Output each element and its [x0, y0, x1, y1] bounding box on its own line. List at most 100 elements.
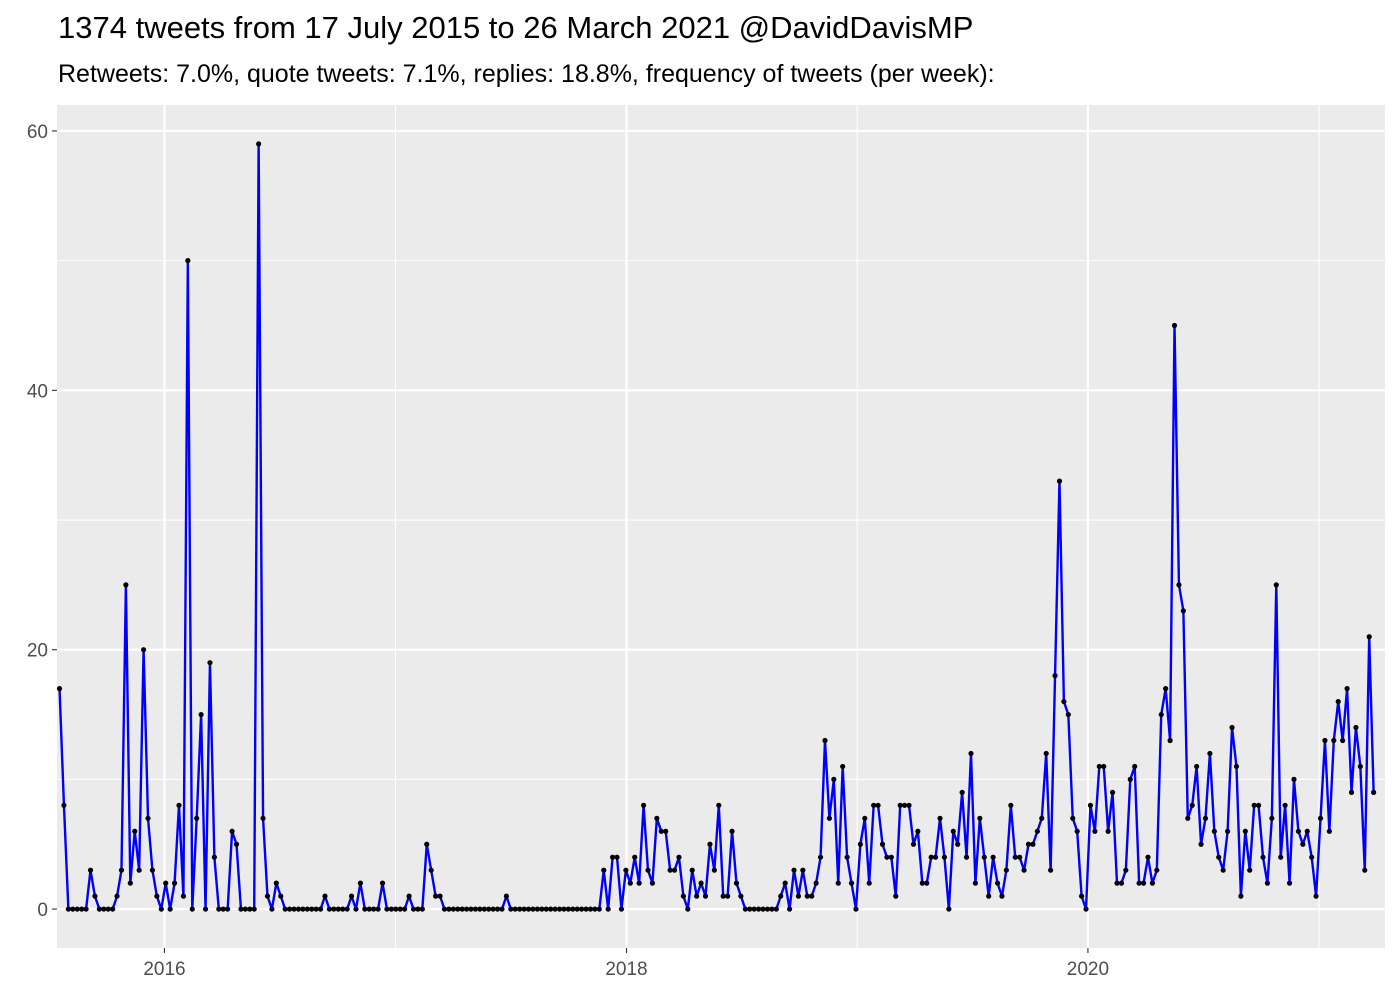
data-point — [756, 906, 762, 912]
data-point — [1295, 828, 1302, 834]
data-point — [1291, 776, 1297, 783]
data-point — [1264, 880, 1271, 886]
data-point — [1185, 815, 1191, 821]
data-point — [158, 906, 164, 912]
data-point — [1158, 711, 1164, 718]
data-point — [1340, 737, 1346, 744]
data-point — [499, 906, 505, 912]
data-point — [1008, 802, 1014, 808]
data-point — [525, 906, 532, 912]
data-point — [614, 854, 620, 860]
data-point — [645, 867, 651, 873]
chart-subtitle: Retweets: 7.0%, quote tweets: 7.1%, repl… — [58, 60, 995, 88]
data-point — [1105, 828, 1111, 834]
data-point — [548, 906, 554, 912]
data-point — [282, 906, 288, 912]
data-point — [1127, 776, 1133, 783]
data-point — [999, 893, 1005, 899]
data-point — [1335, 698, 1341, 705]
data-point — [397, 906, 403, 912]
data-point — [1326, 828, 1332, 834]
data-point — [1189, 802, 1195, 808]
data-point — [875, 802, 881, 808]
data-point — [512, 906, 518, 912]
data-point — [225, 906, 231, 912]
data-point — [902, 802, 908, 808]
data-point — [848, 880, 855, 886]
data-point — [375, 906, 381, 912]
data-point — [1282, 802, 1288, 808]
data-point — [552, 906, 558, 912]
data-point — [1255, 802, 1262, 808]
data-point — [123, 582, 129, 588]
data-point — [919, 880, 925, 886]
data-point — [441, 906, 448, 912]
data-point — [1225, 828, 1231, 834]
data-point — [140, 647, 147, 653]
data-point — [981, 854, 987, 860]
data-point — [459, 906, 465, 912]
data-point — [198, 711, 204, 718]
data-point — [1313, 893, 1319, 899]
data-point — [800, 867, 806, 873]
data-point — [1140, 880, 1147, 886]
data-point — [154, 893, 160, 899]
data-point — [1065, 711, 1071, 718]
data-point — [132, 828, 138, 834]
data-point — [543, 906, 549, 912]
data-point — [1238, 893, 1244, 899]
data-point — [1021, 867, 1027, 873]
data-point — [1353, 724, 1359, 731]
data-point — [1048, 867, 1054, 873]
data-point — [632, 854, 638, 860]
data-point — [326, 906, 333, 912]
data-point — [340, 906, 346, 912]
x-axis: 2016 2018 2020 — [143, 948, 1109, 980]
data-point — [534, 906, 540, 912]
data-point — [379, 880, 386, 886]
data-point — [910, 841, 917, 847]
data-point — [1211, 828, 1217, 834]
minor-gridlines — [57, 105, 1385, 948]
data-point — [539, 906, 545, 912]
data-point — [747, 906, 753, 912]
data-point — [963, 854, 970, 860]
data-point — [1003, 867, 1009, 873]
data-point — [118, 867, 125, 873]
data-point — [1198, 841, 1204, 847]
data-point — [1304, 828, 1310, 834]
data-point — [220, 906, 226, 912]
data-point — [242, 906, 248, 912]
data-point — [74, 906, 80, 912]
data-point — [871, 802, 877, 808]
data-point — [189, 906, 195, 912]
data-point — [623, 867, 629, 873]
data-point — [1273, 582, 1279, 588]
chart-title: 1374 tweets from 17 July 2015 to 26 Marc… — [58, 10, 974, 45]
data-point — [353, 906, 359, 912]
data-point — [627, 880, 633, 886]
data-point — [530, 906, 536, 912]
data-point — [1083, 906, 1089, 912]
data-point — [494, 906, 501, 912]
data-point — [114, 893, 120, 899]
data-point — [433, 893, 439, 899]
data-point — [1123, 867, 1129, 873]
data-point — [56, 686, 63, 692]
data-point — [273, 880, 279, 886]
data-point — [1176, 582, 1182, 588]
data-point — [402, 906, 408, 912]
data-point — [866, 880, 872, 886]
data-point — [291, 906, 297, 912]
data-point — [1344, 686, 1350, 692]
data-point — [1154, 867, 1160, 873]
data-point — [1030, 841, 1036, 847]
data-point — [278, 893, 284, 899]
data-point — [853, 906, 859, 912]
data-point — [884, 854, 890, 860]
data-point — [264, 893, 271, 899]
data-point — [194, 815, 200, 821]
data-point — [1087, 802, 1094, 808]
data-point — [636, 880, 642, 886]
data-point — [335, 906, 341, 912]
